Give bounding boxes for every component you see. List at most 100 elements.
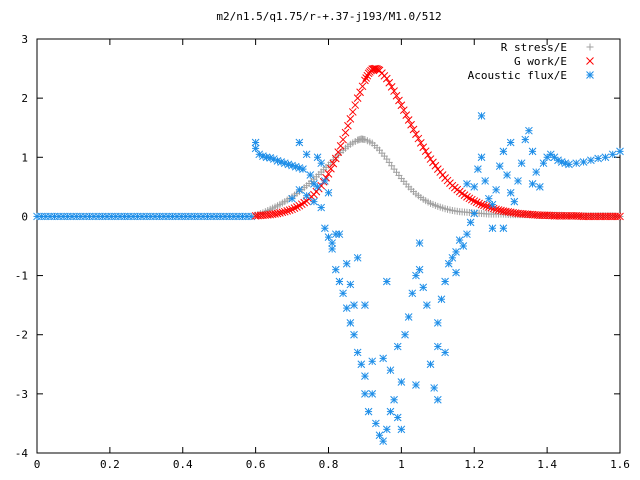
x-tick-label: 1 xyxy=(398,458,405,471)
data-point xyxy=(271,210,279,218)
data-point xyxy=(379,437,388,446)
data-point xyxy=(510,197,519,206)
y-tick-label: 3 xyxy=(21,33,28,46)
data-point xyxy=(572,159,581,168)
data-point xyxy=(430,384,439,392)
data-point xyxy=(334,148,343,157)
data-point xyxy=(313,153,322,162)
data-point xyxy=(579,158,588,166)
data-point xyxy=(290,204,299,213)
axis-ticks: 0 0.2 0.4 0.6 0.8 1 1.2 1.4 1.6 -4 -3 -2 -1 0 1 2 3 xyxy=(15,33,630,471)
data-point xyxy=(423,301,431,309)
data-point xyxy=(503,171,511,179)
data-point xyxy=(393,342,402,351)
data-point xyxy=(386,366,395,375)
data-point xyxy=(361,390,369,398)
data-point xyxy=(419,283,428,292)
data-point xyxy=(283,207,292,215)
data-point xyxy=(424,151,432,159)
data-point xyxy=(441,348,449,357)
data-point xyxy=(492,185,500,194)
data-point xyxy=(494,206,503,214)
data-point xyxy=(342,304,351,312)
data-point xyxy=(358,82,367,91)
data-point xyxy=(601,153,610,162)
legend-marker xyxy=(586,71,594,79)
data-point xyxy=(335,230,344,239)
data-point xyxy=(336,141,345,150)
data-point xyxy=(467,195,476,204)
data-point xyxy=(397,101,406,110)
data-point xyxy=(331,230,340,239)
legend-label: R stress/E xyxy=(501,41,567,54)
data-point xyxy=(342,259,351,268)
data-point xyxy=(353,94,362,102)
data-point xyxy=(300,198,309,207)
data-point xyxy=(368,390,377,398)
data-point xyxy=(412,271,420,280)
data-point xyxy=(477,200,486,209)
data-point xyxy=(399,106,408,115)
legend-marker xyxy=(586,43,594,51)
x-tick-label: 0.6 xyxy=(246,458,266,471)
data-point xyxy=(344,121,352,130)
legend-label: Acoustic flux/E xyxy=(468,69,567,82)
data-point xyxy=(379,354,388,363)
data-point xyxy=(470,183,479,191)
data-point xyxy=(350,301,358,309)
data-point xyxy=(497,206,505,215)
data-point xyxy=(363,71,372,80)
data-point xyxy=(404,116,413,124)
y-tick-label: 1 xyxy=(21,151,28,164)
data-point xyxy=(477,153,486,162)
data-point xyxy=(364,407,373,416)
data-point xyxy=(339,289,347,298)
data-point xyxy=(528,180,537,188)
data-point xyxy=(348,108,357,116)
data-point xyxy=(470,209,479,218)
data-point xyxy=(437,295,446,304)
data-point xyxy=(327,164,335,173)
data-point xyxy=(477,112,486,120)
data-point xyxy=(397,378,406,386)
data-point xyxy=(475,199,483,208)
data-point xyxy=(409,125,418,134)
data-point xyxy=(278,208,287,217)
data-point xyxy=(276,209,284,217)
data-point xyxy=(251,144,260,153)
data-point xyxy=(488,200,497,209)
data-point xyxy=(470,197,479,205)
data-point xyxy=(414,134,423,143)
data-point xyxy=(324,233,333,241)
data-point xyxy=(429,158,437,167)
y-tick-label: -3 xyxy=(15,388,28,401)
data-point xyxy=(382,425,391,434)
data-point xyxy=(416,139,425,147)
data-point xyxy=(525,126,533,135)
data-point xyxy=(535,183,544,191)
data-point xyxy=(459,242,468,250)
data-point xyxy=(452,268,460,277)
data-point xyxy=(433,395,442,404)
data-point xyxy=(412,381,420,389)
x-tick-label: 0.4 xyxy=(173,458,193,471)
data-point xyxy=(328,239,336,247)
data-point xyxy=(481,177,490,185)
data-point xyxy=(616,147,624,156)
x-tick-label: 1.6 xyxy=(610,458,630,471)
data-point xyxy=(350,330,358,339)
data-point xyxy=(361,76,369,85)
data-point xyxy=(299,165,307,173)
data-point xyxy=(324,169,333,178)
data-point xyxy=(404,313,413,321)
data-point xyxy=(444,259,453,268)
data-point xyxy=(448,253,457,262)
data-point xyxy=(402,111,411,119)
data-point xyxy=(288,205,296,214)
data-point xyxy=(452,248,460,256)
data-point xyxy=(521,135,530,144)
data-point xyxy=(474,165,482,173)
data-point xyxy=(346,280,355,289)
data-point xyxy=(608,150,617,159)
data-point xyxy=(433,319,442,327)
